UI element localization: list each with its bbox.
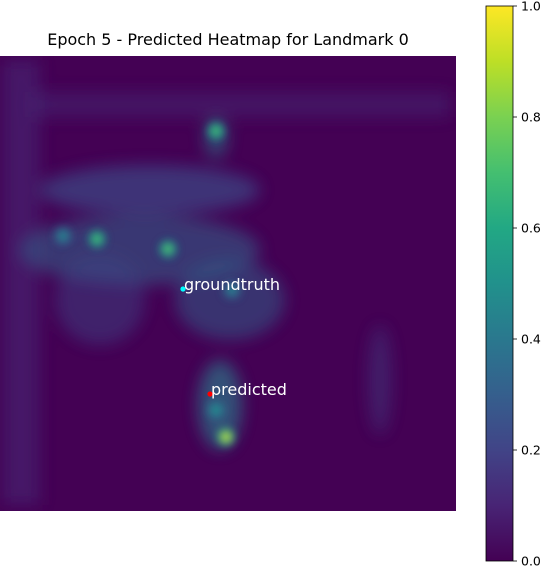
chart-title: Epoch 5 - Predicted Heatmap for Landmark… xyxy=(47,30,409,49)
predicted-point xyxy=(207,391,213,397)
colorbar-ticks: 0.0 0.2 0.4 0.6 0.8 1.0 xyxy=(513,0,541,569)
colorbar-tick-label-3: 0.6 xyxy=(521,221,541,236)
predicted-label: predicted xyxy=(211,380,287,399)
hotspot-layer xyxy=(54,122,241,446)
hotspot-core-2 xyxy=(164,245,172,253)
heatmap-plot: groundtruth predicted xyxy=(0,56,456,511)
hotspot-core-4 xyxy=(228,286,236,294)
colorbar-tick-label-0: 0.0 xyxy=(521,554,541,569)
colorbar-tick-label-1: 0.2 xyxy=(521,443,541,458)
hotspot-core-5 xyxy=(222,433,230,441)
colorbar-tick-label-4: 0.8 xyxy=(521,110,541,125)
groundtruth-point xyxy=(180,286,186,292)
colorbar-tick-label-2: 0.4 xyxy=(521,332,541,347)
hotspot-core-6 xyxy=(212,406,220,414)
groundtruth-label: groundtruth xyxy=(184,275,280,294)
left-band xyxy=(2,60,40,505)
top-band xyxy=(30,92,450,117)
colorbar-gradient xyxy=(485,5,514,562)
points-layer: groundtruth predicted xyxy=(180,275,287,399)
hotspot-core-0 xyxy=(212,127,220,135)
center-blob xyxy=(175,260,285,340)
upper-blob xyxy=(40,165,260,215)
hotspot-core-3 xyxy=(59,232,67,240)
colorbar-tick-label-5: 1.0 xyxy=(521,0,541,14)
hotspot-core-1 xyxy=(93,235,101,243)
lower-left-blob xyxy=(55,255,145,345)
heatmap-glow-layer xyxy=(2,60,450,505)
right-streak xyxy=(368,325,392,435)
heatmap-svg: groundtruth predicted xyxy=(0,56,456,511)
colorbar-svg: 0.0 0.2 0.4 0.6 0.8 1.0 xyxy=(485,0,541,569)
colorbar: 0.0 0.2 0.4 0.6 0.8 1.0 xyxy=(470,0,544,569)
